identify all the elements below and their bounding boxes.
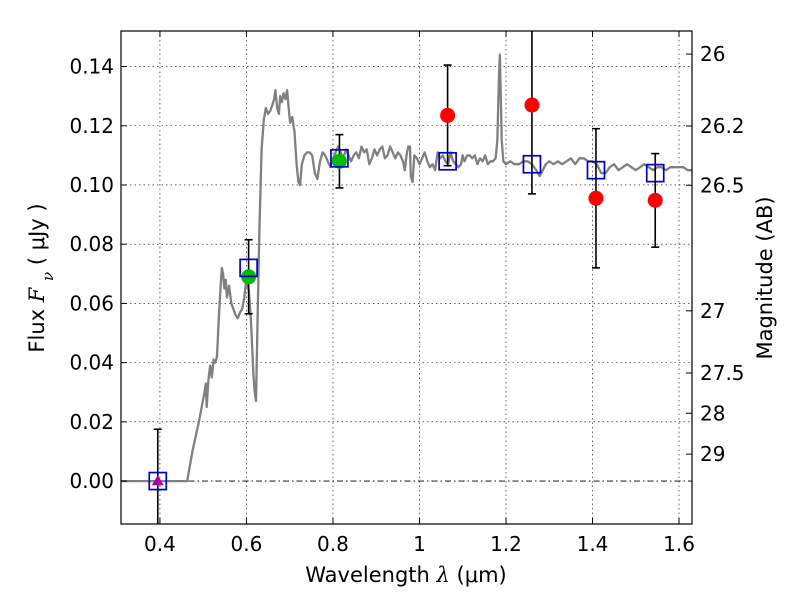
model-photometry-point-4 [522, 154, 542, 174]
y-tick-label-7: 0.14 [69, 55, 114, 79]
observed-point-3 [440, 107, 456, 123]
x-tick-label-5: 1.4 [577, 532, 609, 556]
model-photometry-point-6 [645, 163, 665, 183]
y-tick-label-3: 0.06 [69, 291, 114, 315]
x-axis-label: Wavelength λ (μm) [305, 563, 506, 587]
y-tick-label-0: 0.00 [69, 469, 114, 493]
observed-point-2 [331, 153, 347, 169]
axis-ticks: 0.4 0.6 0.8 1 1.2 1.4 1.6 0.00 0.02 0.04 0.06 0.08 0… [69, 31, 745, 556]
y-tick-label-1: 0.02 [69, 410, 114, 434]
observed-point-4 [524, 97, 540, 113]
x-tick-label-2: 0.8 [317, 532, 349, 556]
right-tick-label-2: 26.5 [700, 173, 745, 197]
observed-point-5 [588, 190, 604, 206]
y-tick-label-4: 0.08 [69, 232, 114, 256]
right-tick-label-3: 27 [700, 299, 725, 323]
observed-point-0 [151, 475, 164, 486]
x-axis-label-unit: (μm) [457, 563, 507, 587]
model-photometry-point-1 [239, 258, 258, 278]
y-tick-label-2: 0.04 [69, 351, 114, 375]
y-axis-label-prefix: Flux [25, 309, 49, 353]
x-tick-label-6: 1.6 [663, 532, 695, 556]
y-axis-label-subscript: ν [39, 272, 57, 281]
x-axis-label-prefix: Wavelength [305, 563, 430, 587]
observed-point-6 [647, 192, 663, 208]
right-tick-label-0: 26 [700, 42, 725, 66]
svg-text:Wavelength λ: Wavelength λ (μm) [305, 563, 506, 587]
model-photometry-point-3 [438, 151, 457, 171]
x-tick-label-4: 1.2 [490, 532, 522, 556]
right-tick-label-6: 29 [700, 442, 725, 466]
model-spectrum-line [121, 53, 692, 483]
y-tick-label-5: 0.10 [69, 173, 114, 197]
svg-text:Flux F ν: Flux F ν ( μJy ) [25, 203, 57, 352]
right-tick-label-5: 28 [700, 401, 725, 425]
model-photometry-points [148, 148, 665, 491]
y-tick-label-6: 0.12 [69, 114, 114, 138]
right-tick-label-1: 26.2 [700, 114, 745, 138]
right-axis-label-text: Magnitude (AB) [753, 196, 777, 359]
x-axis-label-symbol: λ [436, 563, 450, 587]
x-tick-label-3: 1 [413, 532, 426, 556]
x-tick-label-0: 0.4 [144, 532, 176, 556]
right-axis-label: Magnitude (AB) [753, 196, 777, 359]
y-axis-label-symbol: F [25, 286, 49, 303]
x-tick-label-1: 0.6 [231, 532, 263, 556]
right-tick-label-4: 27.5 [700, 361, 745, 385]
model-photometry-point-2 [330, 148, 349, 168]
model-photometry-point-5 [586, 160, 606, 180]
y-axis-label: Flux F ν ( μJy ) [25, 203, 57, 352]
model-spectrum [121, 53, 692, 483]
model-photometry-point-0 [148, 471, 168, 491]
plot-frame [120, 30, 693, 525]
y-axis-label-unit: ( μJy ) [25, 203, 49, 265]
